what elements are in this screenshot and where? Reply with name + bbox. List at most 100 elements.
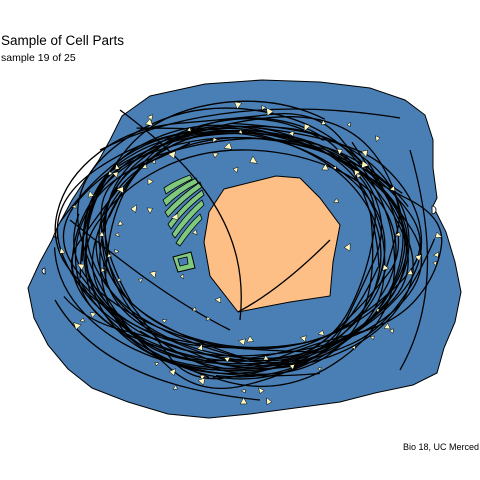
vesicle [87,190,95,198]
vesicle [394,231,401,237]
credit-caption: Bio 18, UC Merced [402,442,479,452]
fiber-strand [56,127,410,362]
vesicle [263,354,270,361]
membrane-notch [41,267,46,275]
vesicle [432,260,438,266]
vesicle [369,335,375,341]
vesicle [382,264,390,271]
vesicles [59,101,443,406]
vesicle [79,317,85,323]
vesicle [234,101,243,110]
vesicle [199,374,206,381]
vesicle [151,159,156,164]
vesicle [333,198,340,203]
vesicle [191,306,197,312]
vesicle [168,368,177,376]
vesicle [361,160,370,169]
fiber-strand [54,299,261,401]
vesicle [179,273,185,280]
chart-title: Sample of Cell Parts [1,33,125,48]
vesicle [71,204,77,209]
vesicle [346,121,351,127]
vesicle [106,253,113,258]
vesicle [146,207,153,215]
vesicle [414,254,423,262]
fiber-strand [119,109,242,321]
vesicle [161,318,168,324]
fiber-strand [99,108,401,151]
vesicle [112,171,119,179]
vesicle [197,377,206,386]
chart-subtitle: sample 19 of 25 [1,52,76,64]
vesicle [89,312,97,318]
vesicle [116,277,122,283]
vesicle [356,173,362,179]
vesicle [266,107,274,117]
golgi-apparatus [162,174,205,247]
nucleus [203,175,341,313]
vesicle [117,220,124,226]
vesicle [332,165,337,171]
vesicle [114,232,120,238]
vesicle [170,212,179,221]
vesicle [239,397,248,405]
fiber-strand [77,107,396,388]
vesicle [147,114,154,122]
vesicle [383,322,391,330]
fiber-strand [81,129,421,362]
vesicle [258,387,265,394]
vesicle [115,186,124,194]
vesicle [360,149,368,158]
vesicle [389,185,396,192]
vesicle [149,270,157,279]
vesicle [144,118,154,127]
vesicle [59,247,66,254]
vesicle [167,150,176,160]
vesicle [288,130,295,137]
vesicle [237,338,246,346]
small-organelle-inner [177,256,189,267]
vesicle [317,366,322,372]
vesicle [232,166,239,174]
fiber-strand [237,239,331,313]
fiber-strand [101,127,376,362]
vesicle [212,152,219,159]
vesicle [351,345,356,350]
vesicle [406,268,414,276]
vesicle [114,248,120,254]
vesicle [261,105,267,111]
vesicle [434,231,443,238]
vesicle [375,135,381,143]
vesicle [214,296,221,304]
vesicle [223,356,231,363]
fiber-strand [399,149,429,371]
vesicle [73,322,82,330]
vesicle [266,397,273,406]
fiber-strand [100,142,376,380]
vesicle [246,335,255,343]
vesicle [249,155,258,164]
vesicle [321,163,329,171]
vesicle [317,329,325,336]
vesicle [320,119,327,126]
vesicle [98,230,105,237]
vesicle [141,163,148,169]
vesicle [172,384,178,390]
vesicle [130,204,138,214]
vesicle [186,126,192,133]
vesicle [100,267,106,273]
fiber-strand [102,125,386,367]
vesicle [77,263,85,271]
vesicle [343,243,351,252]
fiber-strand [99,117,380,372]
vesicle [205,316,211,321]
vesicle [389,328,394,334]
vesicle [114,163,120,171]
vesicle [288,363,296,370]
vesicle [154,361,160,367]
fiber-strand [79,124,408,360]
fiber-strand [53,126,423,371]
vesicle [303,123,311,132]
fiber-strand [71,116,404,380]
